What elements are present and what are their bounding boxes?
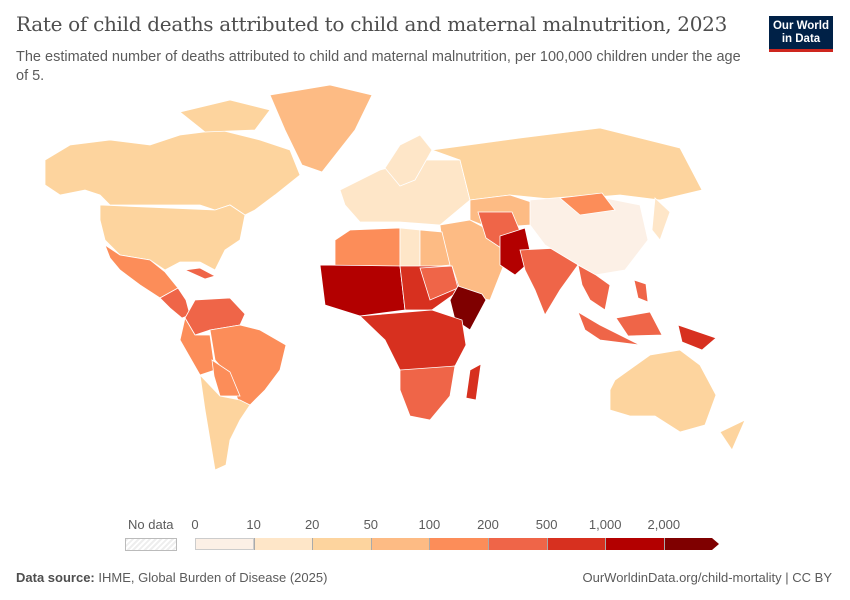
source-label: Data source:: [16, 570, 95, 585]
legend-tick-label: 20: [304, 517, 320, 532]
country-libya[interactable]: [399, 227, 421, 269]
legend-bin-3[interactable]: [370, 538, 430, 550]
legend-bin-7[interactable]: [605, 538, 664, 550]
source-text[interactable]: IHME, Global Burden of Disease (2025): [98, 570, 328, 585]
legend-bin-6[interactable]: [546, 538, 606, 550]
legend-tick-label: 1,000: [588, 517, 622, 532]
country-argentina-chile[interactable]: [199, 373, 251, 471]
legend-bin-4[interactable]: [429, 538, 488, 550]
legend-bin-8[interactable]: [663, 538, 712, 550]
country-central-africa[interactable]: [359, 309, 467, 371]
country-bolivia-paraguay[interactable]: [211, 359, 241, 397]
country-greenland[interactable]: [269, 85, 373, 173]
footer-url[interactable]: OurWorldinData.org/child-mortality | CC …: [582, 570, 833, 585]
country-australia[interactable]: [609, 349, 717, 433]
country-borneo-sulawesi[interactable]: [615, 311, 663, 337]
country-caribbean[interactable]: [183, 267, 217, 280]
no-data-swatch: [125, 538, 177, 551]
owid-logo[interactable]: Our World in Data: [769, 16, 833, 52]
country-southern-africa[interactable]: [399, 365, 456, 421]
chart-title: Rate of child deaths attributed to child…: [16, 12, 728, 36]
legend-tick-label: 500: [535, 517, 558, 532]
legend-tick-label: 100: [418, 517, 441, 532]
country-maghreb[interactable]: [334, 227, 401, 269]
country-madagascar[interactable]: [465, 363, 482, 401]
logo-line-1: Our World: [772, 20, 829, 32]
country-mongolia[interactable]: [559, 192, 616, 216]
legend-arrow-icon: [712, 538, 719, 550]
country-philippines[interactable]: [633, 279, 649, 303]
no-data-label: No data: [128, 517, 174, 532]
country-southeast-asia[interactable]: [577, 264, 611, 311]
world-map[interactable]: [0, 85, 850, 505]
country-arctic-islands[interactable]: [179, 99, 271, 133]
country-russia[interactable]: [431, 127, 703, 201]
legend-bin-0[interactable]: [195, 538, 254, 550]
country-papua-new-guinea[interactable]: [677, 324, 717, 351]
data-source: Data source: IHME, Global Burden of Dise…: [16, 570, 327, 585]
legend-bin-1[interactable]: [253, 538, 313, 550]
country-sumatra-java[interactable]: [577, 311, 641, 346]
legend-tick-label: 10: [246, 517, 261, 532]
legend-tick-label: 2,000: [647, 517, 681, 532]
legend-bin-2[interactable]: [312, 538, 371, 550]
country-usa[interactable]: [99, 204, 246, 271]
legend-tick-label: 200: [477, 517, 499, 532]
country-japan[interactable]: [651, 197, 671, 241]
legend-tick-label: 0: [191, 517, 199, 532]
logo-line-2: in Data: [781, 33, 821, 45]
chart-subtitle: The estimated number of deaths attribute…: [16, 49, 741, 84]
country-venezuela-colombia[interactable]: [184, 297, 246, 336]
legend-bin-5[interactable]: [488, 538, 547, 550]
country-new-zealand[interactable]: [719, 419, 746, 451]
country-china[interactable]: [529, 194, 649, 276]
country-sahel-west[interactable]: [319, 264, 406, 317]
country-canada[interactable]: [44, 129, 301, 216]
country-egypt[interactable]: [419, 229, 451, 269]
legend-tick-label: 50: [363, 517, 379, 532]
